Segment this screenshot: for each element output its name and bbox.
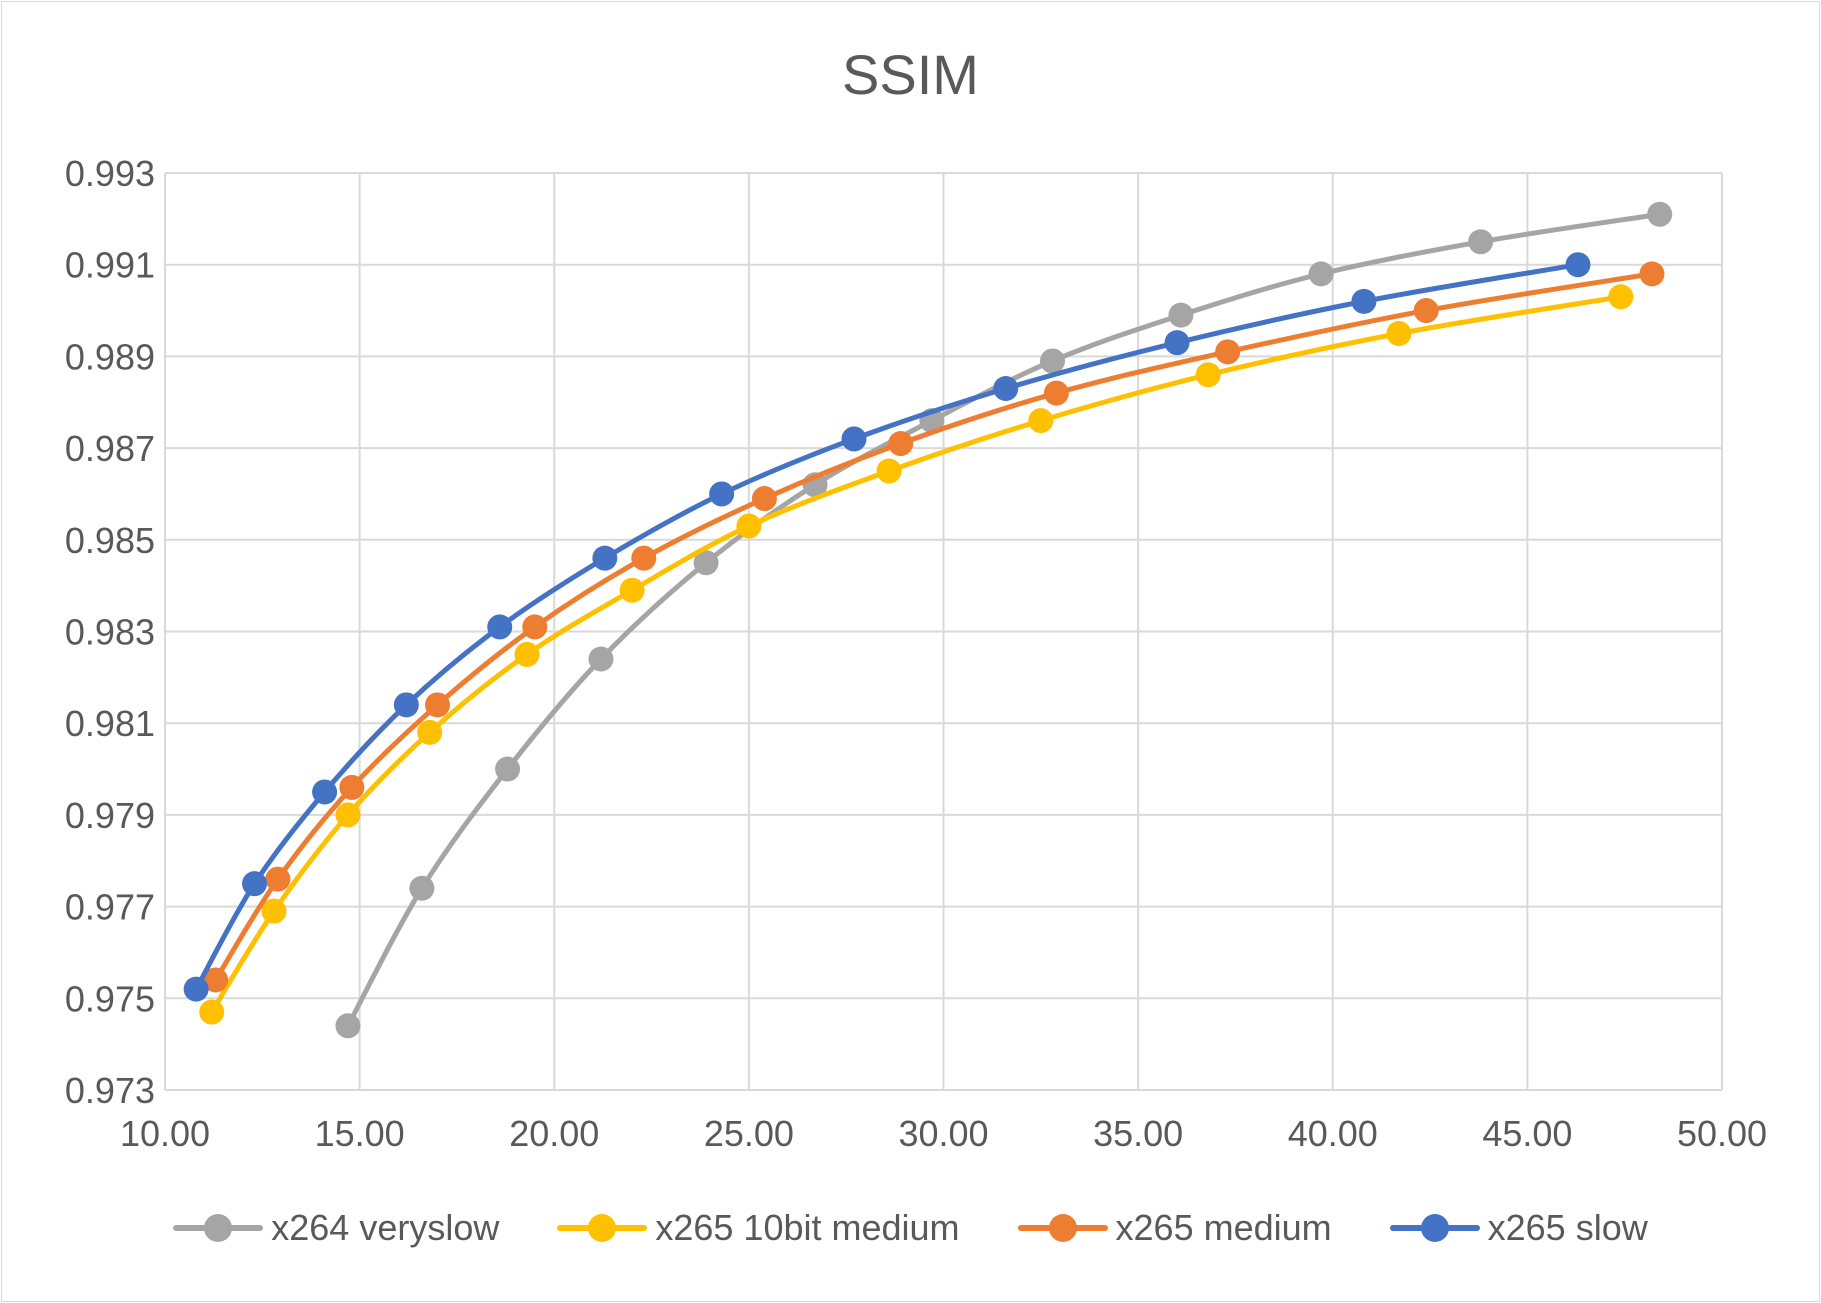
x-tick-label: 50.00 [1677,1113,1767,1154]
data-point-x265-slow [709,481,735,507]
data-point-x265-slow [841,426,867,452]
x-tick-label: 10.00 [120,1113,210,1154]
legend-marker [1389,1213,1480,1243]
data-point-x265-medium [522,614,548,640]
legend-item-x264-veryslow: x264 veryslow [173,1207,499,1249]
data-point-x265-10bit-medium [335,802,361,828]
data-point-x265-medium [265,866,291,892]
x-tick-label: 30.00 [898,1113,988,1154]
y-tick-label: 0.981 [65,703,155,744]
legend-marker [173,1213,264,1243]
data-point-x265-medium [1043,380,1069,406]
data-point-x264-veryslow [409,875,435,901]
data-point-x265-medium [751,486,777,512]
data-point-x265-10bit-medium [417,719,443,745]
legend-item-x265-slow: x265 slow [1389,1207,1648,1249]
legend-label: x265 medium [1115,1207,1332,1248]
data-point-x265-medium [631,545,657,571]
legend-item-x265-10bit-medium: x265 10bit medium [557,1207,960,1249]
data-point-x265-medium [424,692,450,718]
data-point-x265-slow [592,545,618,571]
data-point-x265-medium [1413,298,1439,324]
series-line-x264-veryslow [345,211,1663,1029]
data-point-x265-medium [1215,339,1241,365]
data-point-x265-10bit-medium [619,577,645,603]
data-point-x264-veryslow [1039,348,1065,374]
data-point-x264-veryslow [1468,229,1494,255]
series-line-x265-10bit-medium [209,294,1624,1015]
data-point-x265-slow [1565,252,1591,278]
series-line-x265-slow [193,262,1581,992]
data-point-x265-slow [1164,330,1190,356]
chart-title: SSIM [842,43,979,106]
y-tick-label: 0.975 [65,978,155,1019]
data-point-x265-medium [203,967,229,993]
data-point-x265-slow [487,614,513,640]
x-tick-label: 15.00 [315,1113,405,1154]
legend: x264 veryslow x265 10bit medium x265 mediu… [2,1207,1819,1249]
data-point-x265-slow [393,692,419,718]
x-tick-label: 35.00 [1093,1113,1183,1154]
data-point-x265-10bit-medium [1195,362,1221,388]
x-tick-label: 45.00 [1482,1113,1572,1154]
legend-marker [1017,1213,1108,1243]
data-point-x265-10bit-medium [514,641,540,667]
legend-label: x264 veryslow [271,1207,500,1248]
y-tick-label: 0.993 [65,153,155,194]
x-tick-label: 20.00 [509,1113,599,1154]
y-tick-label: 0.991 [65,245,155,286]
y-tick-label: 0.989 [65,336,155,377]
legend-label: x265 10bit medium [655,1207,960,1248]
data-point-x265-10bit-medium [261,898,287,924]
legend-item-x265-medium: x265 medium [1017,1207,1332,1249]
data-point-x264-veryslow [1308,261,1334,287]
data-point-x264-veryslow [588,646,614,672]
data-point-x265-10bit-medium [736,513,762,539]
x-tick-label: 25.00 [704,1113,794,1154]
y-tick-label: 0.977 [65,887,155,928]
data-point-x265-slow [993,375,1019,401]
data-point-x265-medium [339,774,365,800]
data-point-x265-10bit-medium [1608,284,1634,310]
data-point-x265-slow [1351,288,1377,314]
x-tick-label: 40.00 [1288,1113,1378,1154]
data-point-x265-medium [888,431,914,457]
data-point-x265-10bit-medium [876,458,902,484]
data-point-x265-10bit-medium [1028,408,1054,434]
data-point-x265-10bit-medium [199,999,225,1025]
data-point-x264-veryslow [335,1013,361,1039]
data-point-x265-10bit-medium [1386,320,1412,346]
y-tick-label: 0.987 [65,428,155,469]
data-point-x265-slow [242,871,268,897]
data-point-x264-veryslow [693,550,719,576]
data-point-x265-slow [183,976,209,1002]
y-tick-label: 0.983 [65,612,155,653]
legend-label: x265 slow [1487,1207,1648,1248]
y-tick-label: 0.985 [65,520,155,561]
y-tick-label: 0.973 [65,1070,155,1111]
data-point-x264-veryslow [495,756,521,782]
legend-marker [557,1213,648,1243]
data-point-x264-veryslow [1647,201,1673,227]
data-point-x265-slow [312,779,338,805]
data-point-x264-veryslow [1168,302,1194,328]
data-point-x265-medium [1639,261,1665,287]
y-tick-label: 0.979 [65,795,155,836]
